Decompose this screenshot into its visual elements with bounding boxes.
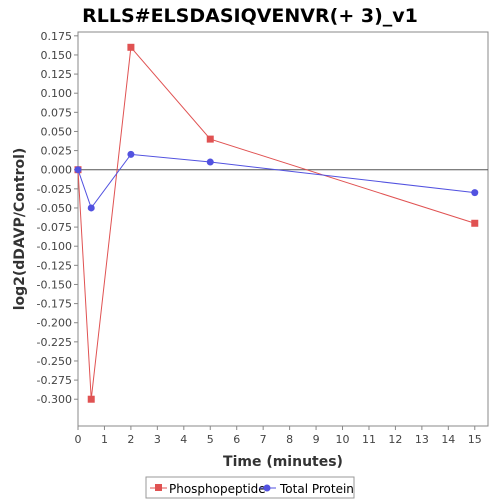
legend-label-total-protein: Total Protein <box>279 482 354 496</box>
legend-item-total-protein: Total Protein <box>259 482 354 496</box>
y-tick-label: 0.150 <box>41 49 73 62</box>
y-tick-label: 0.075 <box>41 106 73 119</box>
y-tick-label: -0.125 <box>37 259 72 272</box>
y-tick-label: -0.300 <box>37 393 72 406</box>
data-point-phosphopeptide <box>206 135 214 143</box>
chart-title: RLLS#ELSDASIQVENVR(+ 3)_v1 <box>82 5 418 27</box>
y-tick-label: -0.275 <box>37 374 72 387</box>
y-tick-label: 0.025 <box>41 145 73 158</box>
y-tick-label: -0.075 <box>37 221 72 234</box>
x-tick-label: 4 <box>180 433 187 446</box>
y-axis: 0.175 0.150 0.125 0.100 0.075 0.050 0.025 0.000… <box>37 30 78 406</box>
x-tick-label: 1 <box>101 433 108 446</box>
x-tick-label: 0 <box>75 433 82 446</box>
data-point-total-protein <box>87 204 95 212</box>
y-tick-label: -0.200 <box>37 317 72 330</box>
legend: Phosphopeptide Total Protein <box>145 476 355 499</box>
y-tick-label: -0.250 <box>37 355 72 368</box>
x-tick-label: 10 <box>336 433 350 446</box>
y-tick-label: 0.175 <box>41 30 73 43</box>
y-tick-label: 0.100 <box>41 87 73 100</box>
legend-item-phosphopeptide: Phosphopeptide <box>150 482 266 496</box>
legend-marker-phosphopeptide <box>155 484 162 491</box>
series-layer <box>74 43 479 403</box>
plot-area <box>77 31 489 427</box>
data-point-total-protein <box>206 158 214 166</box>
x-tick-label: 6 <box>233 433 240 446</box>
data-point-total-protein <box>471 189 479 197</box>
data-point-total-protein <box>74 166 82 174</box>
y-axis-label: log2(dDAVP/Control) <box>12 148 28 311</box>
data-point-phosphopeptide <box>471 219 479 227</box>
legend-label-phosphopeptide: Phosphopeptide <box>169 482 266 496</box>
y-tick-label: 0.125 <box>41 68 73 81</box>
y-tick-label: 0.000 <box>41 164 73 177</box>
x-tick-label: 5 <box>207 433 214 446</box>
y-tick-label: -0.050 <box>37 202 72 215</box>
y-tick-label: -0.150 <box>37 278 72 291</box>
y-tick-label: -0.175 <box>37 298 72 311</box>
x-tick-label: 2 <box>127 433 134 446</box>
legend-marker-total-protein <box>263 484 271 492</box>
data-point-total-protein <box>127 150 135 158</box>
y-tick-label: 0.050 <box>41 125 73 138</box>
x-tick-label: 15 <box>468 433 482 446</box>
x-tick-label: 8 <box>286 433 293 446</box>
x-tick-label: 11 <box>362 433 376 446</box>
x-axis: 0 1 2 3 4 5 6 7 8 9 10 11 12 13 14 15 <box>75 426 482 446</box>
x-tick-label: 12 <box>388 433 402 446</box>
data-point-phosphopeptide <box>127 43 135 51</box>
x-tick-label: 9 <box>313 433 320 446</box>
x-tick-label: 3 <box>154 433 161 446</box>
y-tick-label: -0.025 <box>37 183 72 196</box>
x-tick-label: 13 <box>415 433 429 446</box>
x-tick-label: 7 <box>260 433 267 446</box>
x-axis-label: Time (minutes) <box>223 454 343 470</box>
y-tick-label: -0.100 <box>37 240 72 253</box>
y-tick-label: -0.225 <box>37 336 72 349</box>
data-point-phosphopeptide <box>87 395 95 403</box>
legend-box <box>145 476 355 499</box>
x-tick-label: 14 <box>441 433 455 446</box>
